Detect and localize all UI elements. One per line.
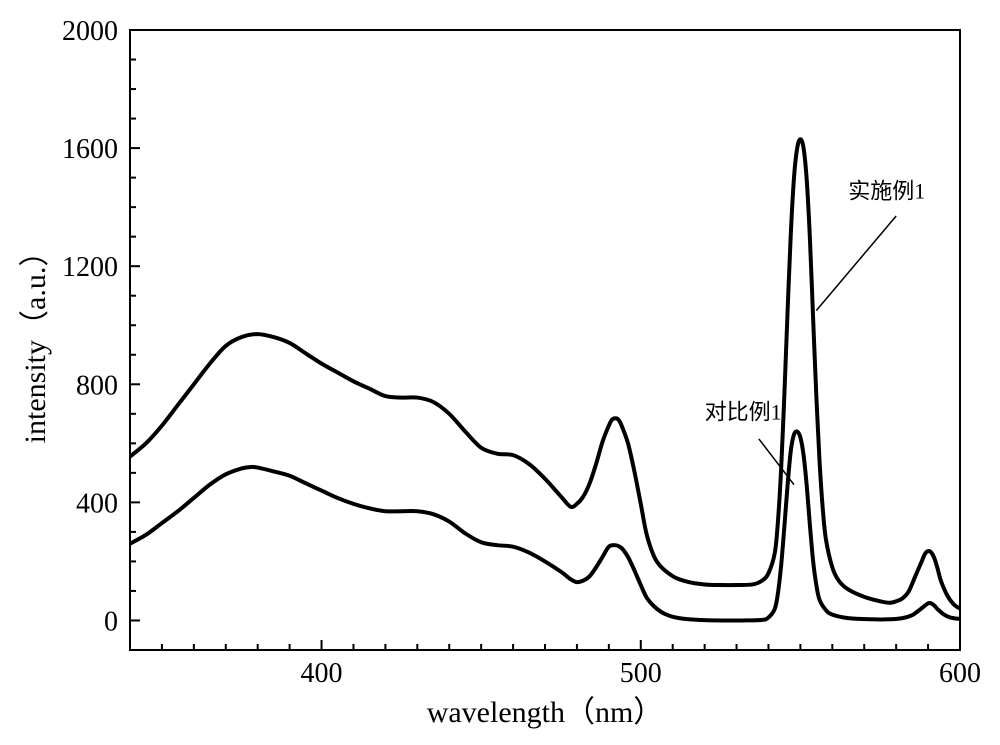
plot-border — [130, 30, 960, 650]
y-tick-label: 1600 — [62, 134, 118, 165]
y-tick-label: 400 — [76, 488, 118, 519]
x-tick-label: 400 — [301, 658, 343, 689]
y-tick-label: 0 — [104, 606, 118, 637]
y-tick-label: 1200 — [62, 252, 118, 283]
annotation-label-0: 实施例1 — [848, 178, 925, 203]
series-line-0 — [130, 139, 960, 608]
y-tick-label: 2000 — [62, 16, 118, 47]
x-tick-label: 600 — [939, 658, 981, 689]
x-axis-label: wavelength（nm） — [427, 696, 664, 729]
annotation-leader-0 — [816, 216, 896, 310]
series-group — [130, 139, 960, 620]
series-line-1 — [130, 431, 960, 620]
chart-container: 400 500 600 0 400 800 1200 1600 2000 wavelength（n… — [0, 0, 1000, 745]
annotation-label-1: 对比例1 — [705, 400, 782, 425]
y-axis-label: intensity（a.u.） — [19, 237, 52, 444]
x-tick-label: 500 — [620, 658, 662, 689]
y-tick-label: 800 — [76, 370, 118, 401]
spectrum-chart: 400 500 600 0 400 800 1200 1600 2000 wavelength（n… — [0, 0, 1000, 745]
